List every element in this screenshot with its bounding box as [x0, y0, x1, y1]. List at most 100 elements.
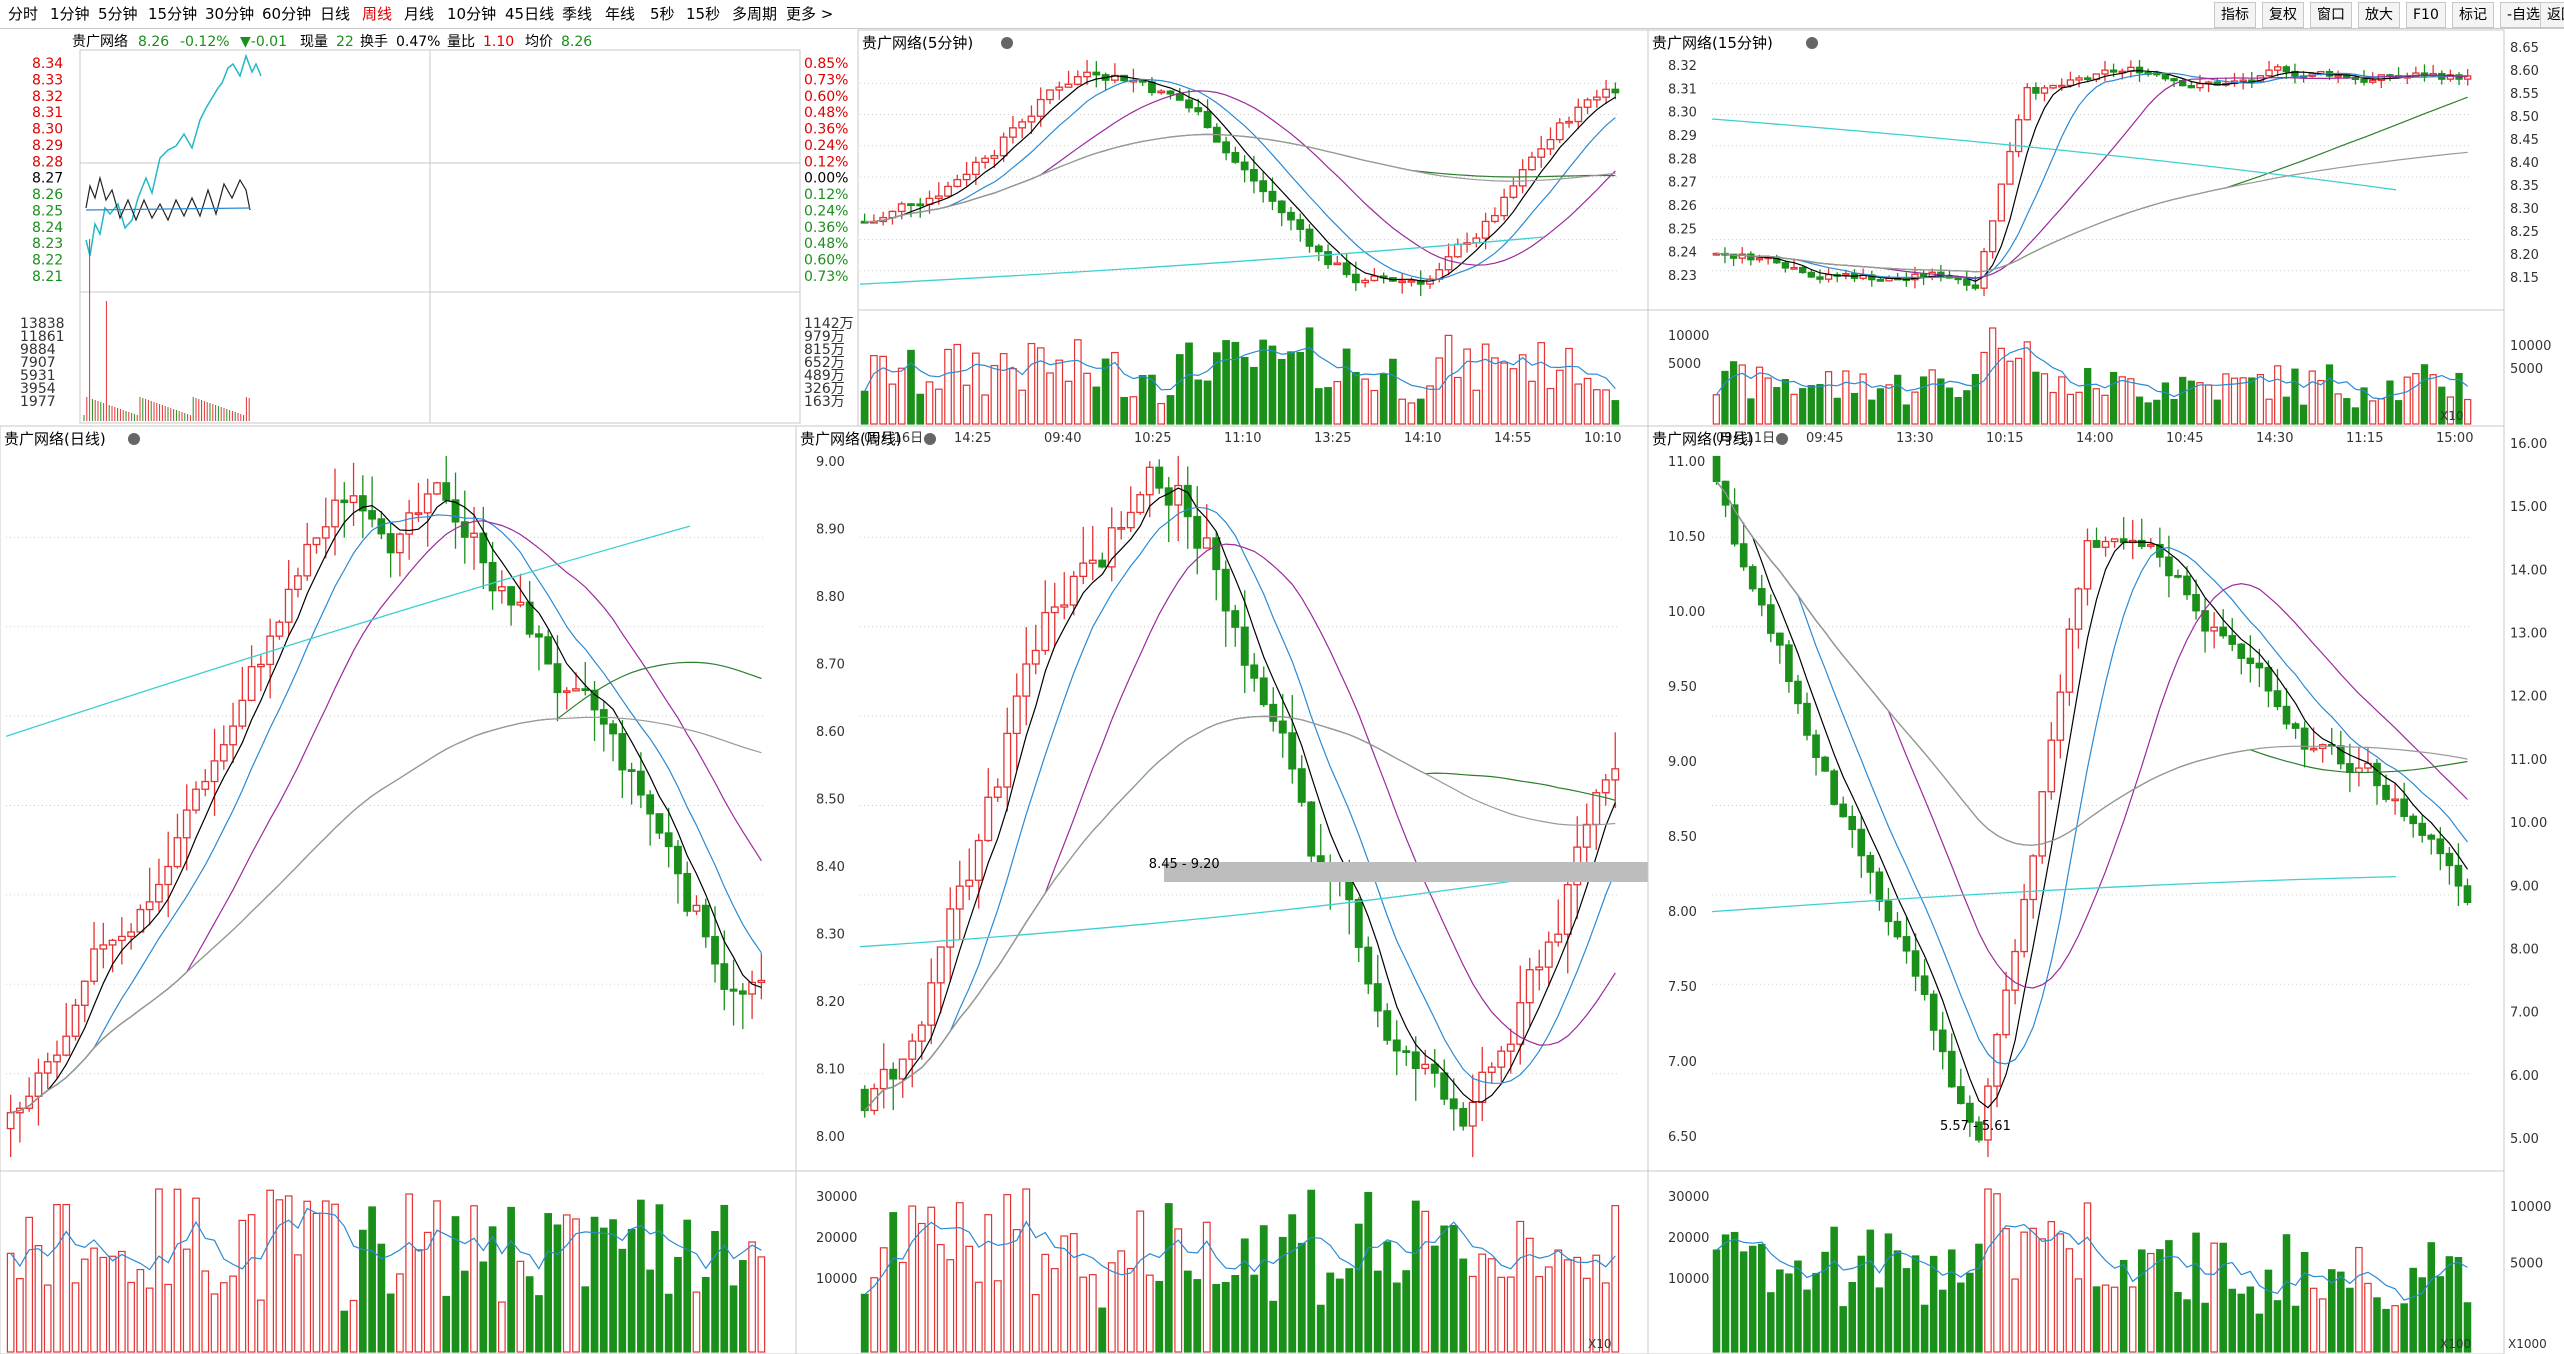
candle-body — [1500, 196, 1509, 217]
candle-body — [275, 621, 284, 637]
toolbar-button-6[interactable]: -自选 — [2500, 2, 2548, 28]
right-price-tick: 13.00 — [2510, 627, 2547, 642]
volume-bar — [1435, 357, 1444, 425]
volume-bar — [1185, 342, 1193, 425]
candle-body — [2346, 763, 2354, 774]
candle-body — [1314, 245, 1323, 253]
timeshare-price-tick: 8.30 — [32, 122, 63, 138]
volume-bar — [692, 1291, 701, 1353]
candle-body — [1307, 801, 1316, 857]
period-tab-11[interactable]: 季线 — [562, 5, 593, 23]
price-tick: 8.26 — [1668, 199, 1697, 214]
volume-bar — [1240, 356, 1249, 425]
candle-body — [553, 663, 562, 694]
toolbar-button-7[interactable]: 返回 — [2540, 2, 2564, 28]
candle-body — [247, 666, 256, 701]
period-tab-5[interactable]: 60分钟 — [262, 5, 312, 23]
volume-bar — [2074, 1278, 2083, 1353]
right-volume-tick: 10000 — [2510, 339, 2551, 354]
candle-body — [609, 723, 617, 735]
volume-bar — [2047, 1221, 2056, 1353]
panel-m15 — [1647, 29, 2505, 427]
toolbar-button-0[interactable]: 指标 — [2214, 2, 2256, 28]
panel-menu-icon — [1001, 37, 1013, 49]
x-axis-label: 09月11日 — [1716, 431, 1775, 446]
period-tab-0[interactable]: 分时 — [8, 5, 39, 23]
panel-title-m5: 贵广网络(5分钟) — [862, 34, 973, 52]
volume-bar — [312, 1212, 321, 1353]
candle-body — [1738, 253, 1746, 259]
volume-bar — [2135, 396, 2144, 425]
volume-bar — [1342, 348, 1351, 425]
volume-bar — [2246, 1286, 2255, 1353]
candle-body — [340, 499, 349, 504]
toolbar-button-2[interactable]: 窗口 — [2310, 2, 2352, 28]
period-tab-1[interactable]: 1分钟 — [50, 5, 90, 23]
x-axis-label: 09月16日 — [864, 431, 923, 446]
period-tab-7[interactable]: 周线 — [362, 5, 393, 23]
x-axis-label: 14:00 — [2076, 431, 2113, 446]
timeshare-pct-tick: 0.24% — [804, 203, 848, 219]
volume-bar — [655, 1204, 664, 1353]
period-tab-6[interactable]: 日线 — [320, 5, 351, 23]
volume-bar — [1764, 377, 1772, 425]
period-tab-2[interactable]: 5分钟 — [98, 5, 138, 23]
volume-bar — [2075, 391, 2083, 425]
volume-bar — [1027, 342, 1036, 425]
volume-bar — [955, 1202, 964, 1353]
price-tick: 8.28 — [1668, 152, 1697, 167]
period-toolbar: 分时 1分钟 5分钟 15分钟 30分钟 60分钟 日线 周线 月线 10分钟 45日线 季线 年线 5秒… — [0, 0, 2564, 29]
candle-body — [321, 526, 330, 539]
candle-body — [1487, 1066, 1496, 1073]
candle-body — [1055, 86, 1064, 91]
volume-bar — [1773, 387, 1781, 425]
volume-bar — [1506, 1276, 1515, 1353]
volume-bar — [164, 1283, 173, 1353]
period-tab-15[interactable]: 多周期 — [732, 5, 778, 23]
volume-bar — [2369, 400, 2377, 425]
volume-bar — [1333, 380, 1342, 425]
toolbar-button-4[interactable]: F10 — [2406, 2, 2446, 28]
toolbar-button-1[interactable]: 复权 — [2262, 2, 2304, 28]
volume-bar — [1839, 1306, 1847, 1353]
volume-bar — [1421, 1210, 1430, 1353]
candle-body — [898, 1058, 907, 1080]
period-tab-8[interactable]: 月线 — [404, 5, 435, 23]
period-tab-4[interactable]: 30分钟 — [205, 5, 255, 23]
volume-bar — [1259, 1225, 1268, 1353]
volume-bar — [488, 1226, 497, 1353]
volume-bar — [1231, 1275, 1240, 1353]
period-tab-9[interactable]: 10分钟 — [447, 5, 497, 23]
right-price-tick: 7.00 — [2510, 1006, 2539, 1021]
volume-bar — [1003, 1194, 1012, 1353]
volume-bar — [1993, 1193, 2001, 1353]
x-axis-label: 14:55 — [1494, 431, 1531, 446]
period-tab-12[interactable]: 年线 — [605, 5, 636, 23]
ma-line-250 — [5, 525, 691, 738]
volume-bar — [1022, 1188, 1031, 1353]
candle-body — [1157, 90, 1166, 94]
volume-bar — [1491, 357, 1499, 425]
candle-body — [1444, 256, 1453, 271]
period-tab-13[interactable]: 5秒 — [650, 5, 675, 23]
period-tab-16[interactable]: 更多 > — [786, 5, 834, 23]
period-tab-14[interactable]: 15秒 — [686, 5, 721, 23]
volume-bar — [581, 1286, 590, 1353]
ma-line-250 — [1711, 875, 2397, 913]
candle-body — [1509, 185, 1518, 198]
period-tab-3[interactable]: 15分钟 — [148, 5, 198, 23]
volume-bar — [127, 1281, 135, 1353]
volume-bar — [888, 383, 897, 425]
right-price-tick: 10.00 — [2510, 816, 2547, 831]
x-axis-label: 10:10 — [1584, 431, 1621, 446]
toolbar-button-3[interactable]: 放大 — [2358, 2, 2400, 28]
timeshare-price-tick: 8.26 — [32, 187, 63, 203]
volume-bar — [442, 1295, 451, 1353]
period-tab-10[interactable]: 45日线 — [505, 5, 555, 23]
price-tick: 8.40 — [816, 860, 845, 875]
volume-bar — [1920, 1304, 1929, 1353]
volume-bar — [1963, 390, 1971, 425]
toolbar-button-5[interactable]: 标记 — [2452, 2, 2494, 28]
volume-bar — [879, 1247, 888, 1353]
volume-bar — [1468, 1275, 1477, 1353]
